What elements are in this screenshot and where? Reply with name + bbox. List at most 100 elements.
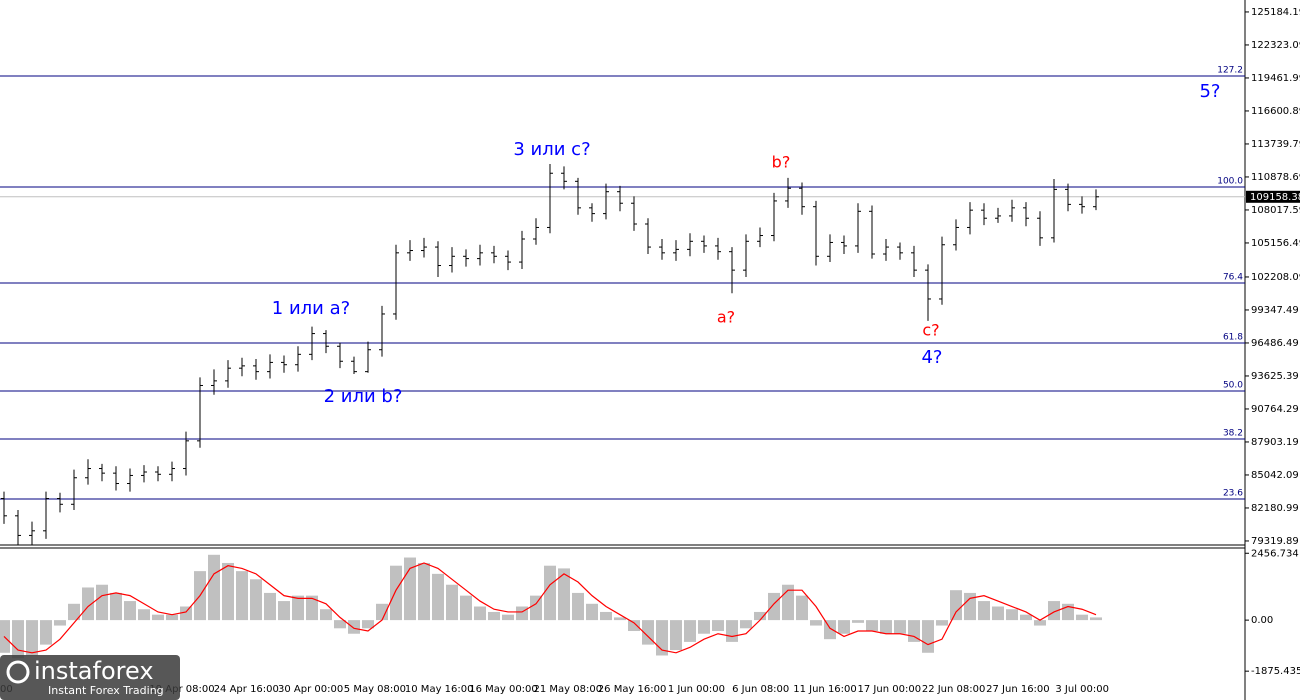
wave-label: 5?	[1199, 81, 1220, 102]
wave-label: 2 или b?	[324, 386, 403, 407]
y-tick-label: 82180.99	[1251, 503, 1299, 514]
x-tick-label: 24 Apr 16:00	[214, 684, 279, 695]
price-panel	[0, 75, 1245, 545]
macd-bar	[124, 601, 136, 621]
logo-tagline: Instant Forex Trading	[48, 684, 164, 697]
wave-label: a?	[717, 308, 735, 327]
wave-label: 4?	[921, 347, 942, 368]
wave-label: c?	[922, 321, 939, 340]
y-tick-label: 125184.19	[1251, 7, 1300, 18]
x-tick-label: 3 Jul 00:00	[1055, 684, 1109, 695]
macd-bar	[488, 611, 500, 621]
wave-label: 3 или c?	[513, 139, 590, 160]
macd-bar	[1090, 617, 1102, 621]
macd-bar	[264, 592, 276, 621]
macd-bar	[1076, 614, 1088, 621]
fib-label: 23.6	[1223, 488, 1243, 498]
wave-label: 1 или a?	[272, 298, 350, 319]
macd-bar	[768, 592, 780, 621]
macd-bar	[390, 565, 402, 621]
wave-label: b?	[772, 153, 791, 172]
y-tick-label: 116600.89	[1251, 106, 1300, 117]
x-tick-label: 11 Jun 16:00	[793, 684, 857, 695]
y-tick-label: 122323.09	[1251, 40, 1300, 51]
macd-bar	[852, 620, 864, 623]
macd-bar	[236, 571, 248, 621]
macd-bar	[110, 592, 122, 621]
last-price-box	[1246, 190, 1300, 203]
y-tick-label: 108017.59	[1251, 205, 1300, 216]
y-tick-label: 119461.99	[1251, 73, 1300, 84]
macd-bar	[334, 620, 346, 629]
macd-bar	[96, 584, 108, 621]
macd-bar	[460, 595, 472, 621]
macd-bar	[68, 603, 80, 621]
macd-bar	[586, 603, 598, 621]
logo-icon	[6, 660, 30, 684]
x-tick-label: 1 Jun 00:00	[668, 684, 725, 695]
y-tick-label: 90764.29	[1251, 404, 1299, 415]
x-tick-label: 27 Jun 16:00	[986, 684, 1050, 695]
y-tick-label: 99347.49	[1251, 305, 1299, 316]
macd-bar	[810, 620, 822, 626]
macd-bar	[0, 620, 10, 653]
y-tick-label: 79319.89	[1251, 536, 1299, 547]
macd-bar	[950, 590, 962, 621]
macd-bar	[250, 579, 262, 621]
macd-bar	[1006, 609, 1018, 621]
macd-bar	[1034, 620, 1046, 626]
macd-bar	[1048, 601, 1060, 621]
logo-name: instaforex	[34, 657, 154, 685]
macd-bar	[166, 614, 178, 621]
y-tick-label: 102208.09	[1251, 272, 1300, 283]
macd-bar	[964, 592, 976, 621]
x-tick-label: 30 Apr 00:00	[278, 684, 343, 695]
logo: instaforex Instant Forex Trading	[0, 655, 180, 700]
x-tick-label: 17 Jun 00:00	[858, 684, 922, 695]
y-tick-label: 87903.19	[1251, 437, 1299, 448]
macd-bar	[880, 620, 892, 634]
y-tick-label: 0.00	[1251, 615, 1273, 626]
fib-label: 100.0	[1217, 176, 1243, 186]
macd-bar	[446, 584, 458, 621]
fib-label: 76.4	[1223, 272, 1243, 282]
macd-bar	[670, 620, 682, 651]
x-tick-label: 5 May 08:00	[344, 684, 406, 695]
macd-bar	[12, 620, 24, 659]
macd-bar	[40, 620, 52, 645]
macd-bar	[82, 587, 94, 621]
macd-bar	[922, 620, 934, 653]
x-tick-label: 26 May 16:00	[598, 684, 667, 695]
macd-bar	[432, 573, 444, 621]
fib-label: 61.8	[1223, 332, 1243, 342]
macd-bar	[320, 609, 332, 621]
macd-bar	[208, 554, 220, 621]
macd-bar	[278, 601, 290, 621]
macd-bar	[838, 620, 850, 634]
macd-bar	[530, 595, 542, 621]
macd-bar	[684, 620, 696, 642]
x-tick-label: 21 May 08:00	[534, 684, 603, 695]
macd-bar	[600, 611, 612, 621]
fib-label: 38.2	[1223, 428, 1243, 438]
macd-bar	[866, 620, 878, 632]
fib-label: 127.2	[1217, 65, 1243, 75]
macd-bar	[628, 620, 640, 632]
macd-bar	[642, 620, 654, 645]
x-tick-label: 22 Jun 08:00	[922, 684, 986, 695]
macd-bar	[54, 620, 66, 626]
macd-bar	[418, 562, 430, 621]
macd-bar	[138, 609, 150, 621]
macd-bar	[796, 595, 808, 621]
macd-bar	[824, 620, 836, 640]
y-tick-label: 113739.79	[1251, 139, 1300, 150]
macd-bar	[614, 617, 626, 621]
macd-bar	[180, 606, 192, 621]
fib-label: 50.0	[1223, 380, 1243, 390]
y-tick-label: 110878.69	[1251, 172, 1300, 183]
macd-bar	[362, 620, 374, 629]
macd-bar	[992, 606, 1004, 621]
x-tick-label: 16 May 00:00	[469, 684, 538, 695]
y-tick-label: -1875.435	[1251, 666, 1300, 677]
macd-bar	[544, 565, 556, 621]
